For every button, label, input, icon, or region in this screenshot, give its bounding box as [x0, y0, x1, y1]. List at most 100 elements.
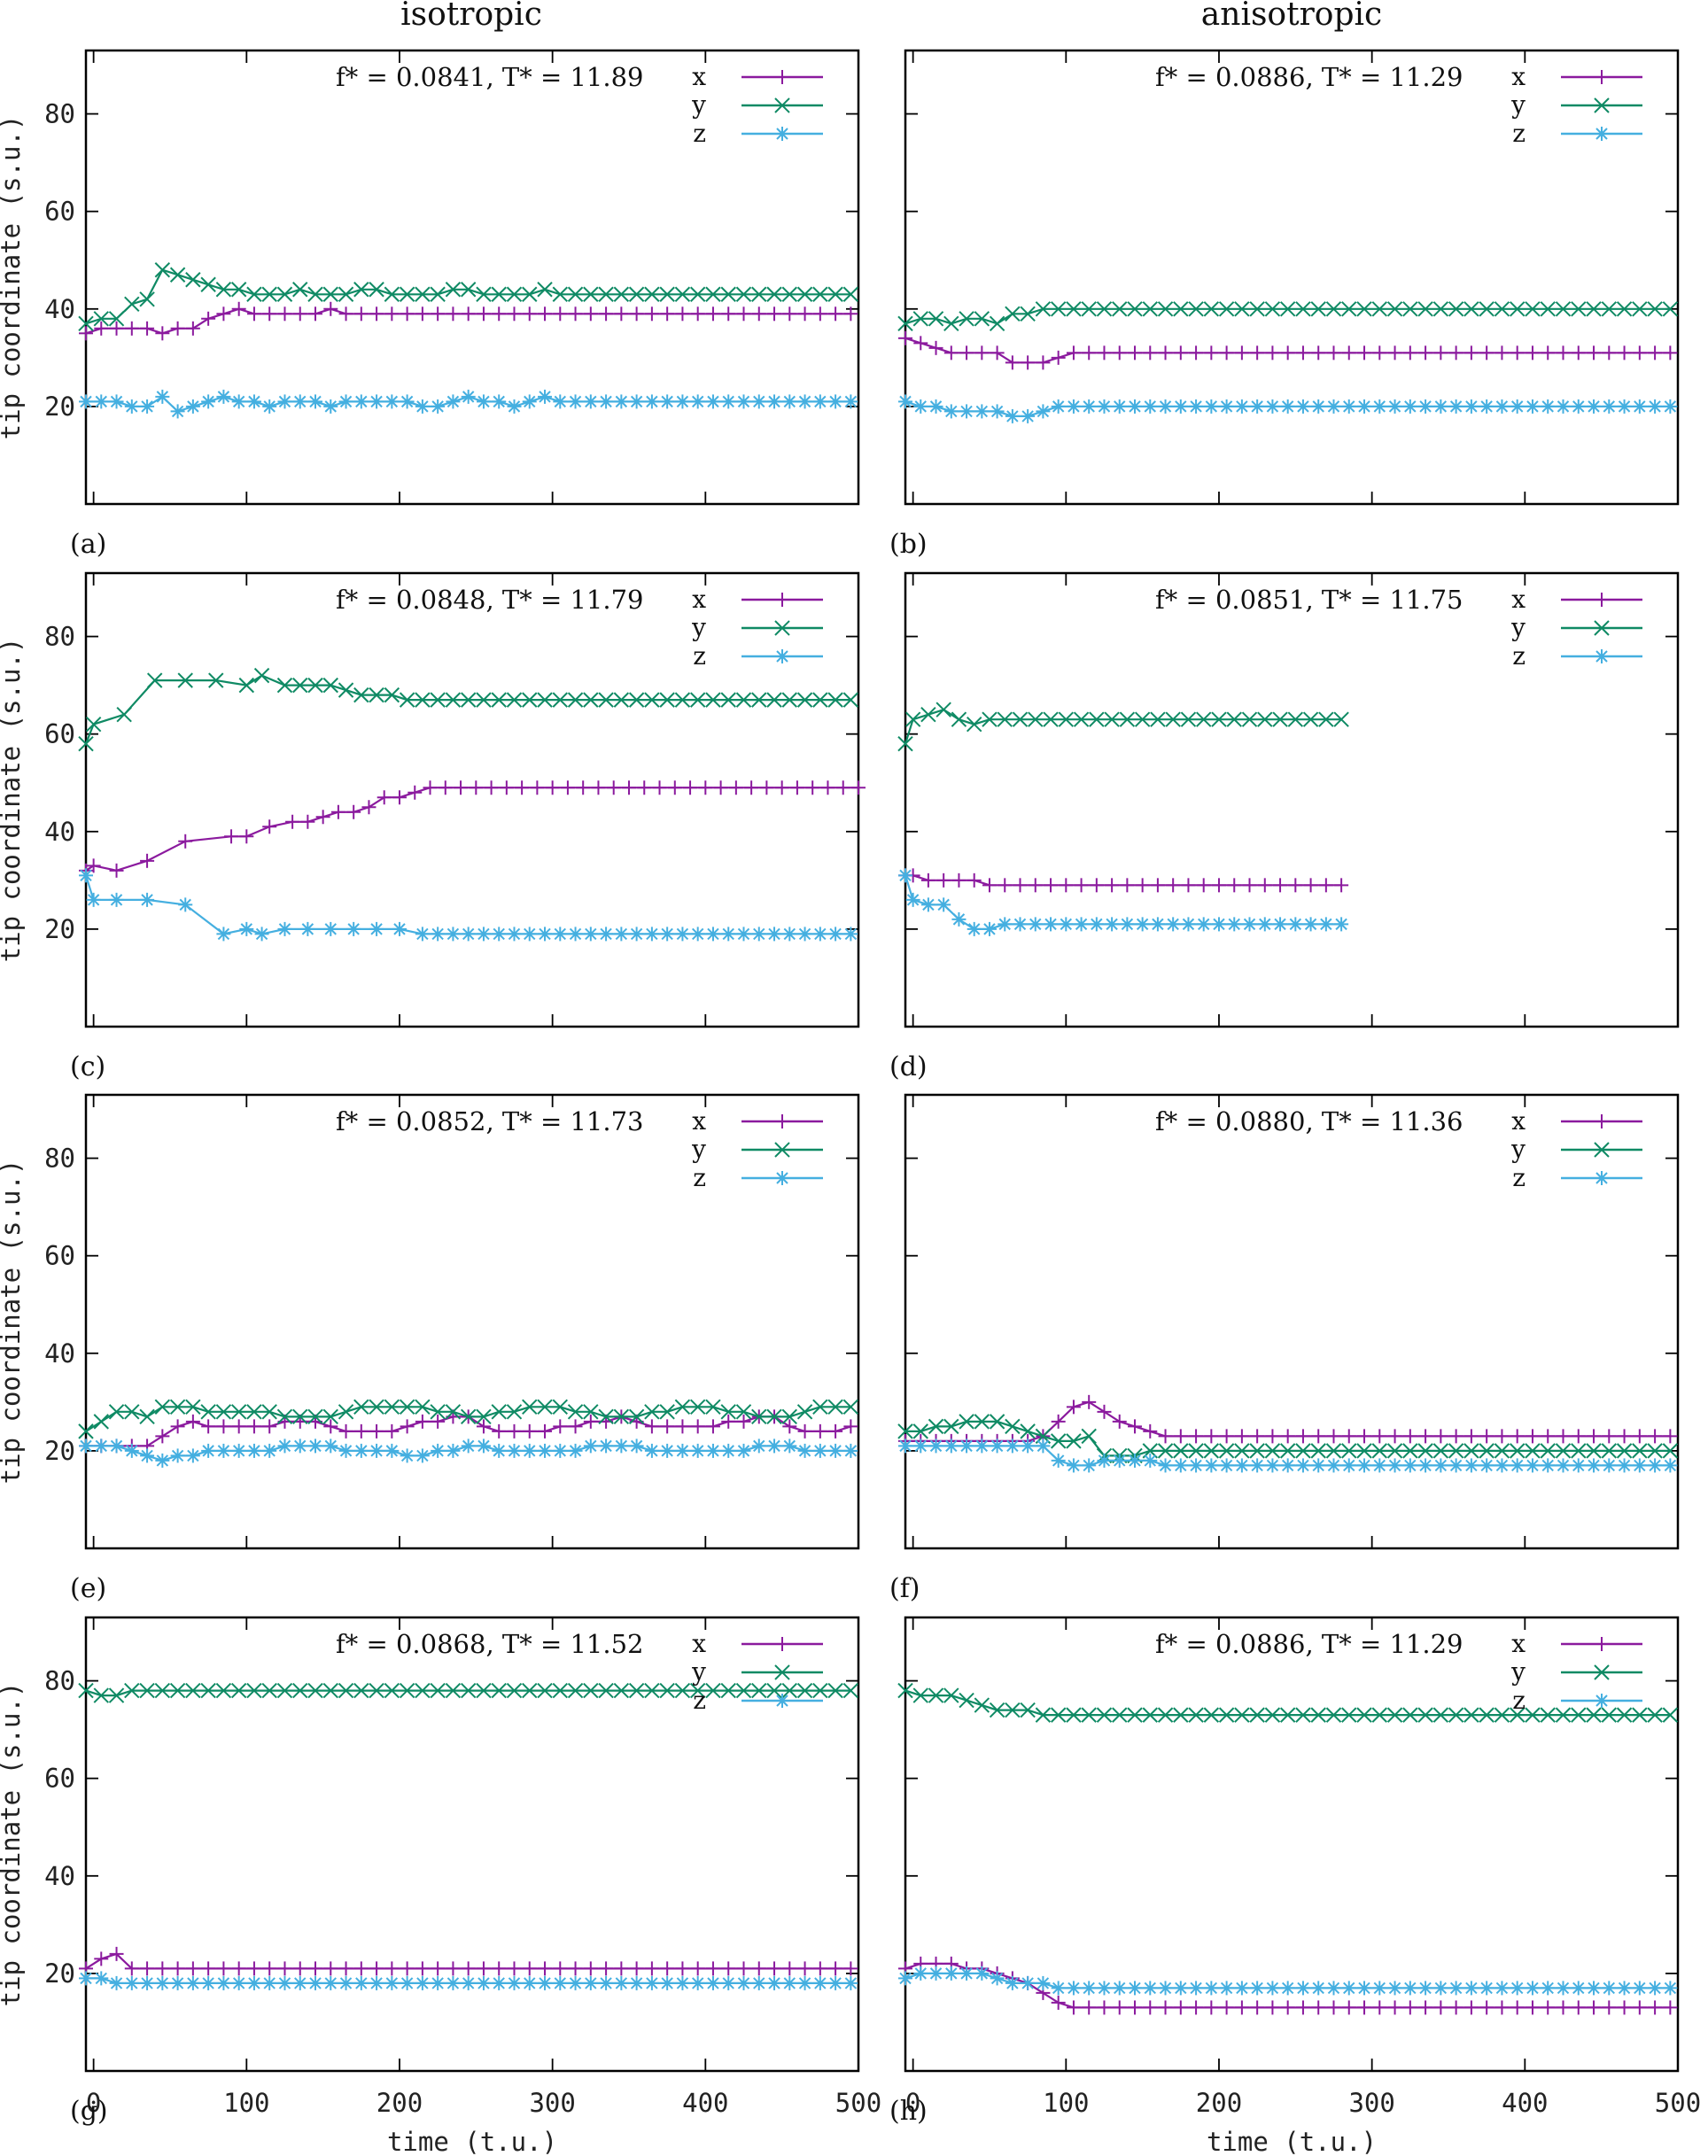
- data-point-z: [828, 394, 843, 409]
- data-point-z: [705, 394, 720, 409]
- data-point-z: [782, 394, 797, 409]
- data-point-y: [1150, 711, 1166, 727]
- data-point-y: [659, 286, 675, 302]
- data-point-y: [1234, 301, 1250, 317]
- data-point-y: [598, 1682, 614, 1699]
- data-point-x: [1357, 2000, 1372, 2015]
- data-point-x: [553, 1419, 568, 1434]
- data-point-x: [185, 1961, 200, 1976]
- data-point-y: [1371, 1707, 1387, 1723]
- data-point-z: [246, 1975, 261, 1990]
- data-point-z: [736, 927, 751, 942]
- data-point-x: [759, 780, 774, 795]
- data-point-y: [1371, 301, 1387, 317]
- data-point-x: [415, 1414, 430, 1429]
- data-point-y: [353, 1682, 369, 1699]
- legend: xyz: [1510, 1629, 1642, 1715]
- data-point-y: [430, 692, 446, 708]
- data-point-y: [1555, 1443, 1572, 1459]
- data-point-y: [1081, 301, 1097, 317]
- data-point-x: [690, 1419, 705, 1434]
- legend-marker-x: [1595, 1637, 1609, 1651]
- data-point-x: [231, 1961, 246, 1976]
- data-point-x: [431, 306, 446, 322]
- data-point-y: [989, 315, 1005, 332]
- data-point-x: [1288, 878, 1303, 893]
- data-point-x: [1602, 345, 1617, 361]
- data-point-x: [629, 306, 644, 322]
- chart-panel-f: f* = 0.0880, T* = 11.36 xyz (f): [889, 1093, 1680, 1604]
- legend-label-y: y: [1510, 90, 1526, 120]
- data-point-x: [384, 306, 400, 322]
- data-point-z: [736, 1975, 751, 1990]
- legend-label-z: z: [693, 641, 706, 671]
- data-point-y: [812, 286, 828, 302]
- data-point-z: [1357, 399, 1372, 414]
- data-point-x: [1265, 1429, 1280, 1444]
- data-point-y: [1463, 1443, 1479, 1459]
- data-point-y: [628, 1408, 645, 1425]
- panel-label: (a): [70, 529, 106, 560]
- data-point-z: [124, 399, 139, 414]
- data-point-x: [1556, 1429, 1571, 1444]
- data-point-z: [1265, 1981, 1280, 1996]
- data-point-y: [139, 1408, 155, 1425]
- data-point-y: [1005, 1418, 1021, 1435]
- data-point-x: [1158, 2000, 1173, 2015]
- data-point-z: [140, 399, 155, 414]
- data-point-x: [1166, 878, 1181, 893]
- data-point-y: [139, 1682, 155, 1699]
- data-point-z: [1418, 399, 1433, 414]
- y-tick-label: 20: [44, 1436, 75, 1466]
- legend-label-z: z: [1512, 1686, 1526, 1715]
- data-point-y: [766, 286, 782, 302]
- data-point-x: [109, 1946, 124, 1961]
- data-point-x: [216, 306, 231, 322]
- data-point-y: [812, 692, 828, 708]
- data-point-y: [751, 1682, 767, 1699]
- plot-frame: [84, 49, 860, 506]
- data-point-y: [989, 1702, 1005, 1718]
- data-point-y: [78, 1682, 94, 1699]
- data-point-z: [323, 399, 338, 414]
- data-point-x: [1463, 2000, 1479, 2015]
- legend-label-z: z: [1512, 641, 1526, 671]
- data-point-x: [1112, 345, 1127, 361]
- data-point-x: [369, 306, 384, 322]
- data-point-x: [285, 814, 300, 829]
- data-point-x: [629, 1961, 644, 1976]
- data-point-y: [735, 692, 752, 708]
- data-point-y: [1371, 1443, 1387, 1459]
- data-point-x: [338, 306, 353, 322]
- legend-label-z: z: [1512, 119, 1526, 148]
- data-point-x: [913, 336, 928, 351]
- data-point-z: [1158, 1458, 1173, 1473]
- data-point-z: [338, 1443, 353, 1458]
- data-point-x: [1510, 1429, 1525, 1444]
- data-point-x: [170, 321, 185, 336]
- data-point-y: [689, 286, 706, 302]
- data-point-z: [292, 1439, 307, 1454]
- chart-panel-a: 20 40 60 80 f* = 0.0841, T* = 11.89 xyz (a) tip…: [0, 49, 860, 560]
- data-point-z: [492, 927, 507, 942]
- data-point-z: [353, 394, 369, 409]
- data-point-y: [659, 1682, 675, 1699]
- data-point-y: [1616, 1707, 1633, 1723]
- data-point-y: [552, 1682, 568, 1699]
- data-point-y: [912, 1687, 928, 1703]
- data-point-z: [928, 1966, 943, 1981]
- data-point-z: [415, 1448, 430, 1463]
- data-point-z: [1387, 1981, 1402, 1996]
- data-point-y: [154, 262, 171, 278]
- legend-label-x: x: [1511, 62, 1526, 91]
- data-point-y: [261, 286, 277, 302]
- data-point-z: [583, 394, 598, 409]
- data-point-y: [1448, 301, 1464, 317]
- data-point-z: [1602, 399, 1617, 414]
- data-point-z: [277, 394, 292, 409]
- legend-marker-y: [774, 1142, 790, 1158]
- data-point-x: [1219, 345, 1234, 361]
- x-tick-label: 100: [223, 2088, 269, 2118]
- data-point-x: [1463, 1429, 1479, 1444]
- data-point-x: [782, 306, 797, 322]
